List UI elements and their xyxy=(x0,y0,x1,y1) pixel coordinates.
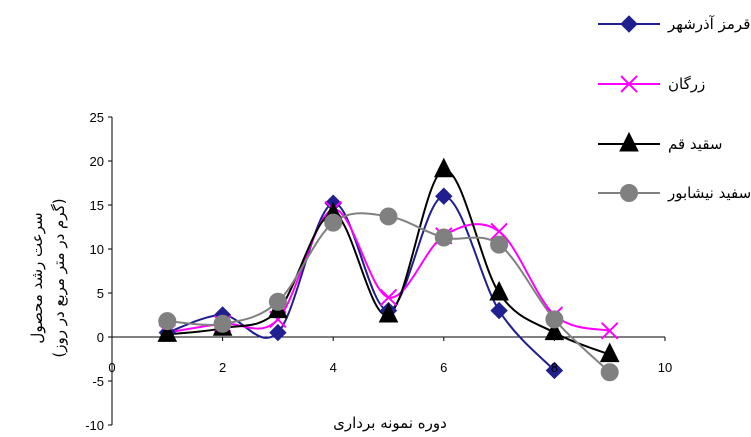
x-tick-label: 10 xyxy=(658,360,672,375)
legend-marker xyxy=(620,75,638,93)
x-axis-title: دوره نمونه برداری xyxy=(333,414,447,432)
legend-item-1: قرمز آذرشهر xyxy=(598,15,750,33)
series-line-2 xyxy=(167,208,610,334)
data-point-series-4 xyxy=(600,363,619,382)
data-point-series-4 xyxy=(379,207,398,226)
y-axis-title: سرعت رشد محصول (گرم در متر مربع در روز) xyxy=(28,198,68,357)
y-tick-label: -5 xyxy=(92,374,104,389)
data-point-series-3 xyxy=(489,280,509,301)
y-tick-label: 25 xyxy=(90,110,104,125)
data-point-series-2 xyxy=(490,222,508,241)
data-point-series-3 xyxy=(544,320,565,341)
legend-label: قرمز آذرشهر xyxy=(667,15,750,33)
x-tick-label: 6 xyxy=(440,360,447,375)
data-point-series-1 xyxy=(490,301,508,320)
x-tick-label: 0 xyxy=(108,360,115,375)
y-tick-label: 15 xyxy=(90,198,104,213)
data-point-series-1 xyxy=(269,323,287,342)
tick-labels: -10 -5 0 5 10 15 20 25 0 2 4 6 8 10 xyxy=(85,110,672,433)
data-point-series-4 xyxy=(434,228,453,247)
axes-layer xyxy=(108,116,666,426)
data-point-series-3 xyxy=(378,302,399,323)
data-point-series-3 xyxy=(157,322,178,342)
y-tick-label: -10 xyxy=(85,418,104,433)
legend-label: سقید قم xyxy=(668,135,722,153)
series-lines xyxy=(166,168,611,373)
x-tick-label: 8 xyxy=(551,360,558,375)
legend-item-3: سقید قم xyxy=(598,131,722,153)
data-point-series-4 xyxy=(268,292,287,311)
legend-item-2: زرگان xyxy=(598,75,705,93)
data-point-series-4 xyxy=(158,312,177,331)
series-markers xyxy=(157,157,620,382)
series-line-4 xyxy=(167,212,611,373)
data-point-series-2 xyxy=(600,322,619,340)
legend-marker xyxy=(619,131,639,152)
y-tick-label: 20 xyxy=(90,154,104,169)
legend-item-4: سفید نیشابور xyxy=(598,184,751,202)
data-point-series-1 xyxy=(545,361,564,380)
legend-marker xyxy=(620,184,638,202)
data-point-series-3 xyxy=(599,342,620,363)
legend-marker xyxy=(620,15,638,33)
x-tick-label: 2 xyxy=(219,360,226,375)
data-point-series-1 xyxy=(435,187,453,205)
data-point-series-3 xyxy=(433,157,454,178)
y-tick-label: 10 xyxy=(90,242,104,257)
data-point-series-4 xyxy=(490,235,509,254)
data-point-series-2 xyxy=(379,288,398,307)
data-point-series-4 xyxy=(545,310,564,329)
y-axis-title-line1: سرعت رشد محصول xyxy=(28,212,46,343)
data-point-series-4 xyxy=(324,213,343,232)
y-tick-label: 0 xyxy=(97,330,104,345)
legend: قرمز آذرشهر زرگان سقید قم سفید نیشابور xyxy=(598,15,751,202)
data-point-series-4 xyxy=(213,314,232,333)
series-line-1 xyxy=(166,195,556,372)
y-tick-label: 5 xyxy=(97,286,104,301)
series-line-3 xyxy=(167,168,611,356)
y-axis-title-line2: (گرم در متر مربع در روز) xyxy=(50,198,68,357)
legend-label: زرگان xyxy=(668,75,705,93)
legend-label: سفید نیشابور xyxy=(667,184,751,202)
x-tick-label: 4 xyxy=(330,360,337,375)
